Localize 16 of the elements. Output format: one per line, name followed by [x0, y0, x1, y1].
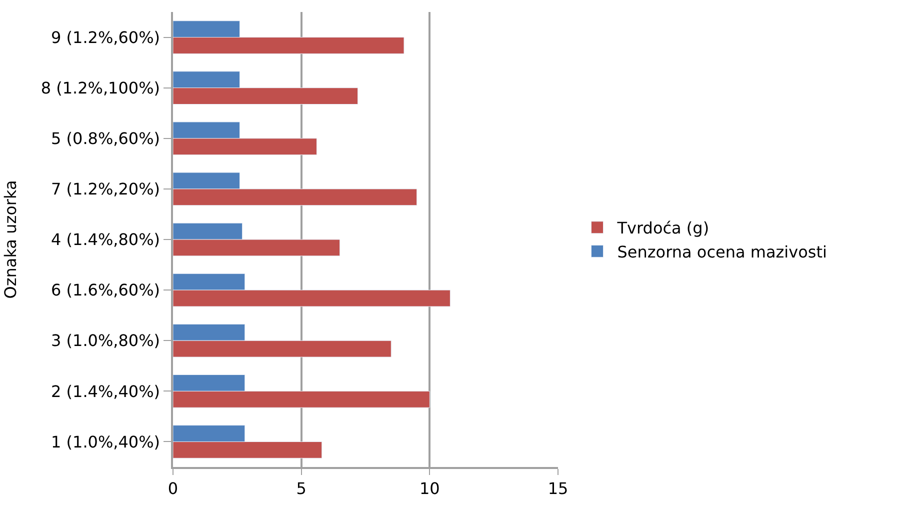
y-tick-label: 5 (0.8%,60%) [51, 128, 160, 148]
y-axis-title: Oznaka uzorka [1, 180, 20, 299]
x-tick-label: 15 [548, 478, 568, 498]
x-tick-label: 0 [168, 478, 178, 498]
y-tick-label: 6 (1.6%,60%) [51, 280, 160, 300]
y-tick-label: 9 (1.2%,60%) [51, 28, 160, 47]
y-tick-label: 1 (1.0%,40%) [51, 432, 160, 452]
legend-label: Senzorna ocena mazivosti [617, 242, 827, 262]
y-tick-label: 8 (1.2%,100%) [40, 78, 160, 98]
x-tick-label: 5 [296, 478, 306, 498]
y-tick-label: 3 (1.0%,80%) [51, 331, 160, 350]
x-tick-label: 10 [419, 478, 440, 498]
y-tick-label: 2 (1.4%,40%) [51, 382, 160, 401]
legend-label: Tvrdoća (g) [616, 218, 710, 238]
y-tick-label: 7 (1.2%,20%) [51, 180, 160, 199]
y-tick-label: 4 (1.4%,80%) [51, 230, 160, 250]
